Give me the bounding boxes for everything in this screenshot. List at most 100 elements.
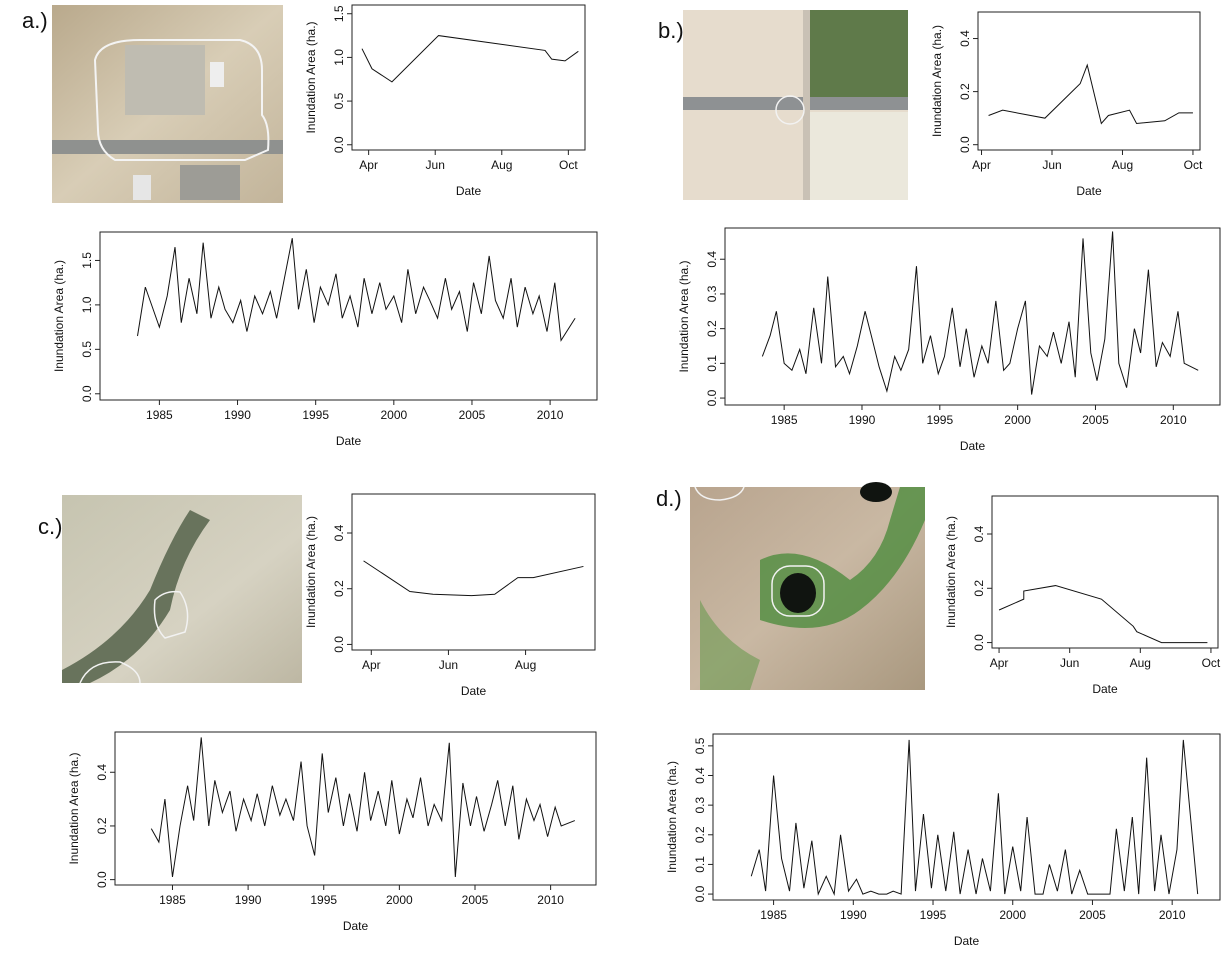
- x-tick-label: Aug: [491, 158, 512, 172]
- y-tick-label: 0.0: [693, 885, 707, 902]
- y-axis-label: Inundation Area (ha.): [665, 761, 679, 873]
- x-tick-label: 2000: [1004, 413, 1031, 427]
- x-tick-label: Apr: [359, 158, 378, 172]
- x-tick-label: 1985: [760, 908, 787, 922]
- y-axis-label: Inundation Area (ha.): [52, 260, 66, 372]
- x-tick-label: 1985: [146, 408, 173, 422]
- y-axis-label: Inundation Area (ha.): [304, 21, 318, 133]
- plot-frame: [99, 231, 598, 401]
- x-tick-label: 2000: [380, 408, 407, 422]
- x-tick-label: Jun: [439, 658, 458, 672]
- plot-frame: [991, 495, 1219, 649]
- y-tick-label: 0.2: [95, 817, 109, 834]
- data-line: [998, 585, 1208, 644]
- y-tick-label: 1.5: [332, 5, 346, 22]
- y-tick-label: 0.2: [705, 320, 719, 337]
- y-tick-label: 0.2: [972, 580, 986, 597]
- y-tick-label: 0.1: [705, 355, 719, 372]
- x-axis-label: Date: [336, 434, 362, 448]
- x-axis-label: Date: [456, 184, 482, 198]
- data-line: [750, 739, 1199, 896]
- y-tick-label: 0.4: [693, 767, 707, 784]
- x-tick-label: 1995: [926, 413, 953, 427]
- y-axis-label: Inundation Area (ha.): [304, 516, 318, 628]
- y-tick-label: 0.0: [958, 136, 972, 153]
- y-tick-label: 0.0: [80, 385, 94, 402]
- image-b: [683, 10, 908, 200]
- y-tick-label: 0.4: [972, 525, 986, 542]
- x-tick-label: Jun: [1042, 158, 1061, 172]
- x-tick-label: 1990: [840, 908, 867, 922]
- x-tick-label: Apr: [972, 158, 991, 172]
- y-tick-label: 0.2: [693, 826, 707, 843]
- y-tick-label: 0.5: [332, 92, 346, 109]
- y-tick-label: 0.0: [972, 634, 986, 651]
- plot-frame: [977, 11, 1201, 151]
- y-tick-label: 0.5: [693, 737, 707, 754]
- panel-label: d.): [656, 486, 682, 511]
- x-tick-label: Aug: [515, 658, 536, 672]
- data-line: [150, 737, 576, 878]
- data-line: [363, 560, 584, 597]
- x-tick-label: 2010: [1159, 908, 1186, 922]
- panel-label: a.): [22, 8, 48, 33]
- x-tick-label: 2010: [1160, 413, 1187, 427]
- y-tick-label: 1.0: [80, 296, 94, 313]
- plot-frame: [724, 227, 1221, 406]
- plot-frame: [351, 493, 596, 651]
- y-axis-label: Inundation Area (ha.): [677, 260, 691, 372]
- x-tick-label: 2010: [537, 893, 564, 907]
- data-line: [988, 63, 1193, 125]
- y-axis-label: Inundation Area (ha.): [67, 752, 81, 864]
- x-axis-label: Date: [960, 439, 986, 453]
- x-tick-label: 1995: [920, 908, 947, 922]
- y-tick-label: 0.4: [332, 524, 346, 541]
- image-a: [52, 5, 283, 203]
- x-axis-label: Date: [1092, 682, 1118, 696]
- x-tick-label: Oct: [559, 158, 578, 172]
- x-axis-label: Date: [954, 934, 980, 948]
- y-tick-label: 0.0: [332, 136, 346, 153]
- y-tick-label: 0.3: [705, 285, 719, 302]
- x-tick-label: Jun: [426, 158, 445, 172]
- x-tick-label: 2010: [537, 408, 564, 422]
- x-tick-label: 1990: [235, 893, 262, 907]
- x-tick-label: Aug: [1130, 656, 1151, 670]
- data-line: [137, 238, 576, 342]
- y-tick-label: 0.0: [332, 636, 346, 653]
- data-line: [761, 231, 1199, 395]
- x-axis-label: Date: [343, 919, 369, 933]
- x-tick-label: 2005: [459, 408, 486, 422]
- y-axis-label: Inundation Area (ha.): [930, 25, 944, 137]
- panel-label: b.): [658, 18, 684, 43]
- x-tick-label: 2005: [462, 893, 489, 907]
- plot-frame: [712, 733, 1221, 901]
- y-tick-label: 1.0: [332, 49, 346, 66]
- x-tick-label: 1990: [849, 413, 876, 427]
- x-axis-label: Date: [461, 684, 487, 698]
- y-axis-label: Inundation Area (ha.): [944, 516, 958, 628]
- y-tick-label: 0.5: [80, 341, 94, 358]
- y-tick-label: 0.4: [95, 764, 109, 781]
- x-tick-label: Aug: [1112, 158, 1133, 172]
- y-tick-label: 0.3: [693, 796, 707, 813]
- y-tick-label: 1.5: [80, 252, 94, 269]
- image-d: [690, 482, 925, 690]
- x-tick-label: 2000: [386, 893, 413, 907]
- y-tick-label: 0.0: [95, 871, 109, 888]
- x-tick-label: 1985: [159, 893, 186, 907]
- y-tick-label: 0.0: [705, 389, 719, 406]
- plot-frame: [114, 731, 597, 886]
- x-tick-label: 1995: [302, 408, 329, 422]
- y-tick-label: 0.2: [958, 83, 972, 100]
- x-tick-label: 2000: [999, 908, 1026, 922]
- y-tick-label: 0.4: [958, 30, 972, 47]
- x-tick-label: Jun: [1060, 656, 1079, 670]
- x-tick-label: 1985: [771, 413, 798, 427]
- image-c: [62, 495, 302, 684]
- x-tick-label: 1990: [224, 408, 251, 422]
- x-tick-label: Oct: [1184, 158, 1203, 172]
- x-tick-label: Apr: [990, 656, 1009, 670]
- x-tick-label: 2005: [1082, 413, 1109, 427]
